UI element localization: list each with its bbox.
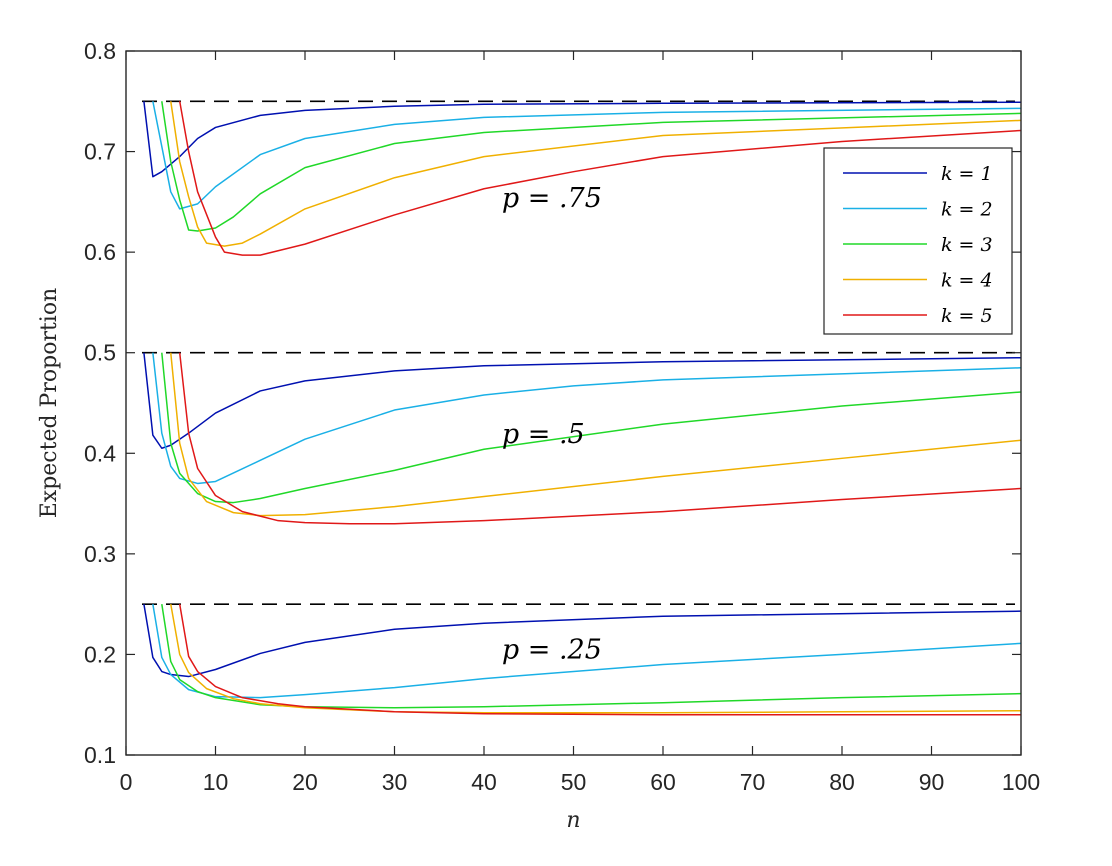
series-line-p075-k1 [143,101,1021,178]
x-tick-label: 0 [120,769,133,795]
y-tick-label: 0.4 [84,440,116,466]
x-tick-label: 40 [471,769,497,795]
y-tick-label: 0.5 [84,340,116,366]
y-axis-label: Expected Proportion [37,288,62,519]
legend-box [823,147,1013,335]
annotation-label-1: p = .75 [502,183,602,214]
x-tick-label: 60 [650,769,676,795]
y-tick-label: 0.6 [84,239,116,265]
x-axis-label: n [566,808,580,833]
series-line-p05-k5 [178,352,1021,525]
series-line-p05-k1 [143,352,1021,450]
legend: k = 1 k = 2 k = 3 k = 4 k = 5 [823,147,1013,335]
y-tick-label: 0.7 [84,139,116,165]
x-tick-label: 10 [203,769,229,795]
y-tick-label: 0.2 [84,641,116,667]
series-line-p025-k2 [152,604,1021,699]
legend-label: k = 1 [941,163,993,185]
y-tick-label: 0.8 [84,38,116,64]
x-tick-label: 50 [561,769,587,795]
series-line-p05-k3 [161,352,1021,504]
y-tick-label: 0.3 [84,541,116,567]
series-line-p025-k1 [143,604,1021,678]
annotations: p = .75 p = .5 p = .25 [502,183,602,666]
axes: 0 10 20 30 40 50 60 70 80 90 100 0.1 0.2 0.3 0.4 0.5 0.6… [37,38,1040,833]
x-tick-label: 80 [829,769,855,795]
series-line-p025-k5 [178,604,1021,716]
series-line-p025-k4 [170,604,1021,714]
series-line-p075-k2 [152,101,1021,210]
annotation-label-3: p = .25 [502,634,602,665]
series-line-p075-k5 [178,101,1021,256]
legend-label: k = 4 [941,270,993,292]
x-tick-label: 20 [292,769,318,795]
series-line-p075-k3 [161,101,1021,232]
x-tick-label: 70 [740,769,766,795]
plot-area [142,100,1021,716]
x-tick-label: 90 [919,769,945,795]
series-line-p05-k4 [170,352,1021,517]
legend-label: k = 5 [941,305,993,327]
legend-label: k = 2 [941,199,993,221]
series-line-p05-k2 [152,352,1021,485]
annotation-label-2: p = .5 [502,419,585,450]
y-tick-label: 0.1 [84,742,116,768]
x-tick-label: 100 [1002,769,1040,795]
x-tick-label: 30 [382,769,408,795]
series-line-p075-k4 [170,101,1021,247]
legend-label: k = 3 [941,234,993,256]
